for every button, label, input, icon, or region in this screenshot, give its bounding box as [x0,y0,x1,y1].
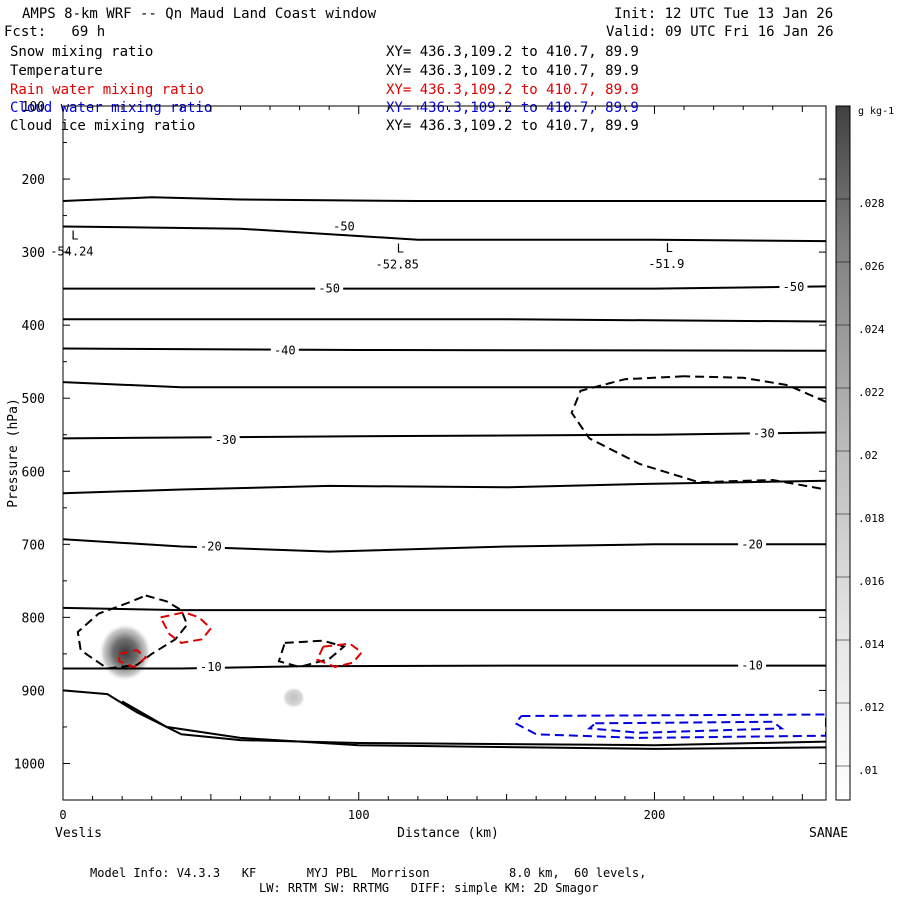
low-marker: L [397,241,404,255]
y-tick-label: 200 [22,173,45,188]
snow-shading-patch [281,686,306,709]
isotherm-line [63,225,826,243]
isotherm-label: -50 [783,280,805,294]
colorbar-label: .01 [858,764,878,777]
isotherm-label: -30 [753,426,775,440]
isotherm-line [121,700,826,750]
colorbar-label: .012 [858,701,885,714]
y-tick-label: 900 [22,684,45,699]
cloud-ice-contour [683,375,826,403]
isotherm-line [63,431,826,440]
isotherm-label: -50 [333,220,355,234]
low-marker: L [666,241,673,255]
field-xy-snow: XY= 436.3,109.2 to 410.7, 89.9 [386,44,639,60]
x-tick-label: 100 [348,808,370,822]
y-tick-label: 1000 [14,757,45,772]
valid-time: Valid: 09 UTC Fri 16 Jan 26 [606,24,834,40]
low-marker: L [71,228,78,242]
isotherm-line [63,285,826,290]
chart-title: AMPS 8-km WRF -- Qn Maud Land Coast wind… [22,6,377,22]
contour-label-bg [196,538,225,553]
init-time: Init: 12 UTC Tue 13 Jan 26 [614,6,834,22]
colorbar-label: .026 [858,260,885,273]
y-tick-label: 300 [22,246,45,261]
x-axis-label: Distance (km) [397,826,499,841]
field-name-rain: Rain water mixing ratio [10,82,204,98]
colorbar-label: .028 [858,197,885,210]
field-xy-cloud-ice: XY= 436.3,109.2 to 410.7, 89.9 [386,118,639,134]
contour-label-bg [211,431,240,446]
isotherm-line [63,538,826,553]
model-info: Model Info: V4.3.3 KF MYJ PBL Morrison 8… [90,866,647,880]
contour-label-bg [779,279,808,294]
cloud-water-contour [513,713,826,739]
x-endpoint-right: SANAE [809,826,848,841]
isotherm-label: -20 [741,537,763,551]
isotherm-label: -10 [200,660,222,674]
isotherm-line [63,606,826,612]
y-tick-label: 400 [22,319,45,334]
field-name-cloud-water: Cloud water mixing ratio [10,100,213,116]
field-name-snow: Snow mixing ratio [10,44,154,60]
colorbar-label: .014 [858,638,885,651]
contour-label-bg [738,657,767,672]
y-tick-label: 100 [22,100,45,115]
low-value: -51.9 [648,257,684,271]
contour-label-bg [196,659,225,674]
forecast-hour: Fcst: 69 h [4,24,106,40]
isotherm-line [63,479,826,495]
isotherm-line [63,347,826,352]
cloud-ice-contour [76,594,189,670]
y-tick-label: 600 [22,465,45,480]
x-tick-label: 200 [644,808,666,822]
isotherm-line [63,318,826,323]
low-value: -54.24 [50,244,93,258]
colorbar-unit: g kg-1 [858,106,894,117]
colorbar-label: .024 [858,323,885,336]
y-axis-label: Pressure (hPa) [6,398,21,508]
field-name-cloud-ice: Cloud ice mixing ratio [10,118,196,134]
rain-water-contour [118,649,148,669]
contour-label-bg [315,280,344,295]
isotherm-label: -40 [274,344,296,358]
field-xy-rain: XY= 436.3,109.2 to 410.7, 89.9 [386,82,639,98]
x-endpoint-left: Veslis [55,826,102,841]
colorbar-label: .022 [858,386,885,399]
y-tick-label: 800 [22,611,45,626]
colorbar-label: .016 [858,575,885,588]
contour-label-bg [270,342,299,357]
colorbar-label: .02 [858,449,878,462]
isotherm-line [63,664,826,670]
isotherm-label: -20 [200,540,222,554]
field-name-temperature: Temperature [10,63,103,79]
contour-label-bg [329,218,358,233]
physics-info: LW: RRTM SW: RRTMG DIFF: simple KM: 2D S… [259,881,599,895]
colorbar-label: .018 [858,512,885,525]
cloud-water-contour [586,720,785,734]
y-tick-label: 500 [22,392,45,407]
isotherm-line [63,689,826,747]
x-tick-label: 0 [59,808,66,822]
contour-label-bg [749,425,778,440]
rain-water-contour [315,642,364,669]
field-xy-temperature: XY= 436.3,109.2 to 410.7, 89.9 [386,63,639,79]
rain-water-contour [159,611,213,644]
isotherm-label: -30 [215,433,237,447]
plot-frame [62,105,827,801]
isotherm-label: -50 [318,282,340,296]
colorbar-bar [835,105,851,801]
isotherm-label: -10 [741,659,763,673]
cloud-ice-contour [277,639,346,669]
low-value: -52.85 [376,257,419,271]
isotherm-line [63,196,826,202]
contour-label-bg [738,536,767,551]
y-tick-label: 700 [22,538,45,553]
cloud-ice-contour [570,375,826,491]
field-xy-cloud-water: XY= 436.3,109.2 to 410.7, 89.9 [386,100,639,116]
isotherm-line [63,381,826,389]
